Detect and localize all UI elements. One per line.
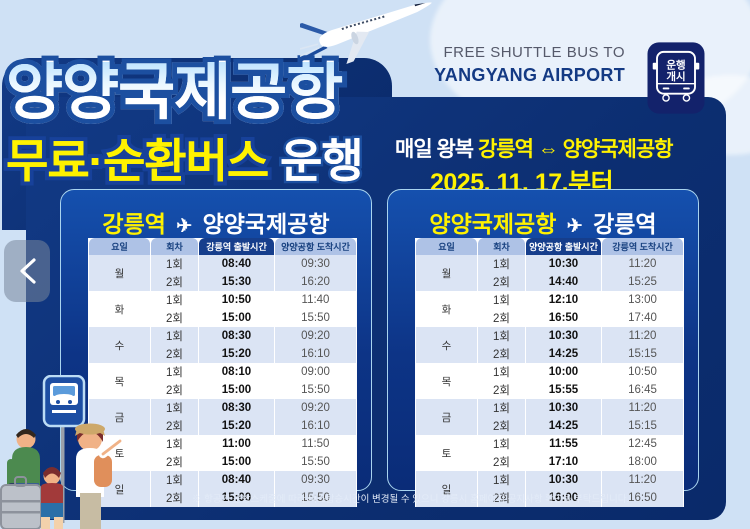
svg-text:운행: 운행 — [666, 59, 685, 72]
svg-text:개시: 개시 — [666, 70, 685, 83]
